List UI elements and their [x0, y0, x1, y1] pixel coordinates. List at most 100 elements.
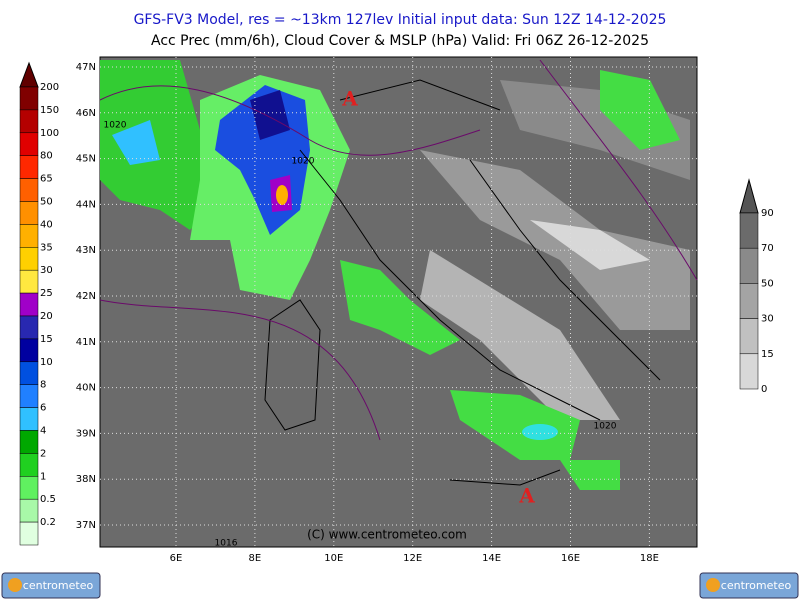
colorbar-label: 50: [761, 278, 774, 289]
colorbar-label: 0.2: [40, 517, 56, 528]
cloud-colorbar: 90 70 50 30 15 0: [739, 178, 774, 395]
cloud-area: [420, 150, 690, 330]
colorbar-swatch: [19, 178, 39, 202]
lat-label: 40N: [76, 383, 96, 394]
lon-label: 8E: [249, 553, 262, 564]
colorbar-swatch: [739, 353, 759, 390]
precip-area: [560, 460, 620, 490]
colorbar-swatch: [19, 361, 39, 385]
colorbar-swatch: [19, 109, 39, 134]
colorbar-label: 15: [761, 349, 774, 360]
colorbar-label: 50: [40, 197, 53, 208]
logo[interactable]: centrometeo: [699, 572, 799, 599]
colorbar-cap: [739, 178, 759, 214]
precip-area: [522, 424, 558, 440]
precip-area: [340, 260, 460, 355]
lon-label: 18E: [640, 553, 659, 564]
graticule: 47N 46N 45N 44N 43N 42N 41N 40N 39N 38N 37N 6E 8E 10E…: [76, 57, 697, 564]
isobar-label: 1020: [292, 157, 315, 167]
colorbar-label: 4: [40, 426, 46, 437]
logo-text: centrometeo: [23, 579, 94, 592]
coastline: [264, 299, 321, 431]
colorbar-label: 10: [40, 357, 53, 368]
colorbar-label: 8: [40, 380, 46, 391]
lon-label: 12E: [403, 553, 422, 564]
logo-icon: [706, 578, 720, 592]
colorbar-label: 70: [761, 243, 774, 254]
lat-label: 38N: [76, 474, 96, 485]
colorbar-label: 1: [40, 471, 46, 482]
colorbar-label: 40: [40, 219, 53, 230]
lat-label: 41N: [76, 337, 96, 348]
logo-text: centrometeo: [721, 579, 792, 592]
precip-area: [276, 185, 288, 205]
title-line-1: GFS-FV3 Model, res = ~13km 127lev Initia…: [134, 12, 667, 28]
colorbar-swatch: [19, 247, 39, 271]
colorbar-swatch: [19, 430, 39, 454]
colorbar-label: 30: [761, 314, 774, 325]
lat-label: 46N: [76, 108, 96, 119]
colorbar-label: 15: [40, 334, 53, 345]
lon-label: 14E: [482, 553, 501, 564]
colorbar-label: 90: [761, 208, 774, 219]
credit: (C) www.centrometeo.com: [307, 528, 467, 542]
lat-label: 44N: [76, 199, 96, 210]
colorbar-swatch: [19, 521, 39, 546]
colorbar-swatch: [19, 132, 39, 156]
colorbar-swatch: [19, 338, 39, 363]
colorbar-cap: [19, 61, 39, 88]
isobar: [99, 59, 698, 441]
colorbar-swatch: [739, 247, 759, 284]
precip-colorbar: 200 150 100 80 65 50 40 35 30 25 20 15 10 8 6 4 2 1 0.5 0.2: [19, 61, 59, 546]
lat-label: 47N: [76, 62, 96, 73]
colorbar-label: 0.5: [40, 494, 56, 505]
colorbar-swatch: [739, 283, 759, 319]
colorbar-swatch: [19, 292, 39, 317]
colorbar-swatch: [19, 315, 39, 340]
logo[interactable]: centrometeo: [1, 572, 101, 599]
colorbar-label: 35: [40, 242, 53, 253]
precip-area: [250, 90, 290, 140]
logo-icon: [8, 578, 22, 592]
colorbar-label: 200: [40, 82, 59, 93]
colorbar-swatch: [19, 201, 39, 225]
colorbar-swatch: [19, 224, 39, 248]
colorbar-swatch: [19, 384, 39, 408]
colorbar-swatch: [19, 269, 39, 294]
lat-label: 42N: [76, 291, 96, 302]
title-line-2: Acc Prec (mm/6h), Cloud Cover & MSLP (hP…: [151, 33, 649, 49]
colorbar-swatch: [19, 155, 39, 179]
colorbar-swatch: [19, 86, 39, 111]
colorbar-label: 0: [761, 384, 767, 395]
lat-label: 43N: [76, 245, 96, 256]
colorbar-label: 6: [40, 403, 46, 414]
colorbar-label: 25: [40, 288, 53, 299]
cloud-area: [530, 220, 650, 270]
isobar-label: 1020: [594, 422, 617, 432]
colorbar-label: 65: [40, 174, 53, 185]
colorbar-swatch: [19, 476, 39, 500]
precip-area: [100, 60, 220, 230]
high-pressure-marker: A: [518, 484, 535, 508]
precip-area: [112, 120, 160, 165]
isobar-label: 1016: [215, 539, 238, 549]
precip-area: [450, 390, 580, 460]
high-pressure-marker: A: [341, 87, 358, 111]
colorbar-swatch: [19, 498, 39, 523]
colorbar-label: 2: [40, 448, 46, 459]
colorbar-label: 80: [40, 151, 53, 162]
precip-area: [600, 70, 680, 150]
colorbar-label: 30: [40, 265, 53, 276]
logo-box: [699, 572, 799, 599]
colorbar-swatch: [739, 318, 759, 355]
lon-label: 10E: [324, 553, 343, 564]
lon-label: 16E: [561, 553, 580, 564]
colorbar-label: 150: [40, 105, 59, 116]
colorbar-label: 100: [40, 128, 59, 139]
lat-label: 37N: [76, 520, 96, 531]
lon-label: 6E: [170, 553, 183, 564]
lat-label: 45N: [76, 154, 96, 165]
lat-label: 39N: [76, 428, 96, 439]
